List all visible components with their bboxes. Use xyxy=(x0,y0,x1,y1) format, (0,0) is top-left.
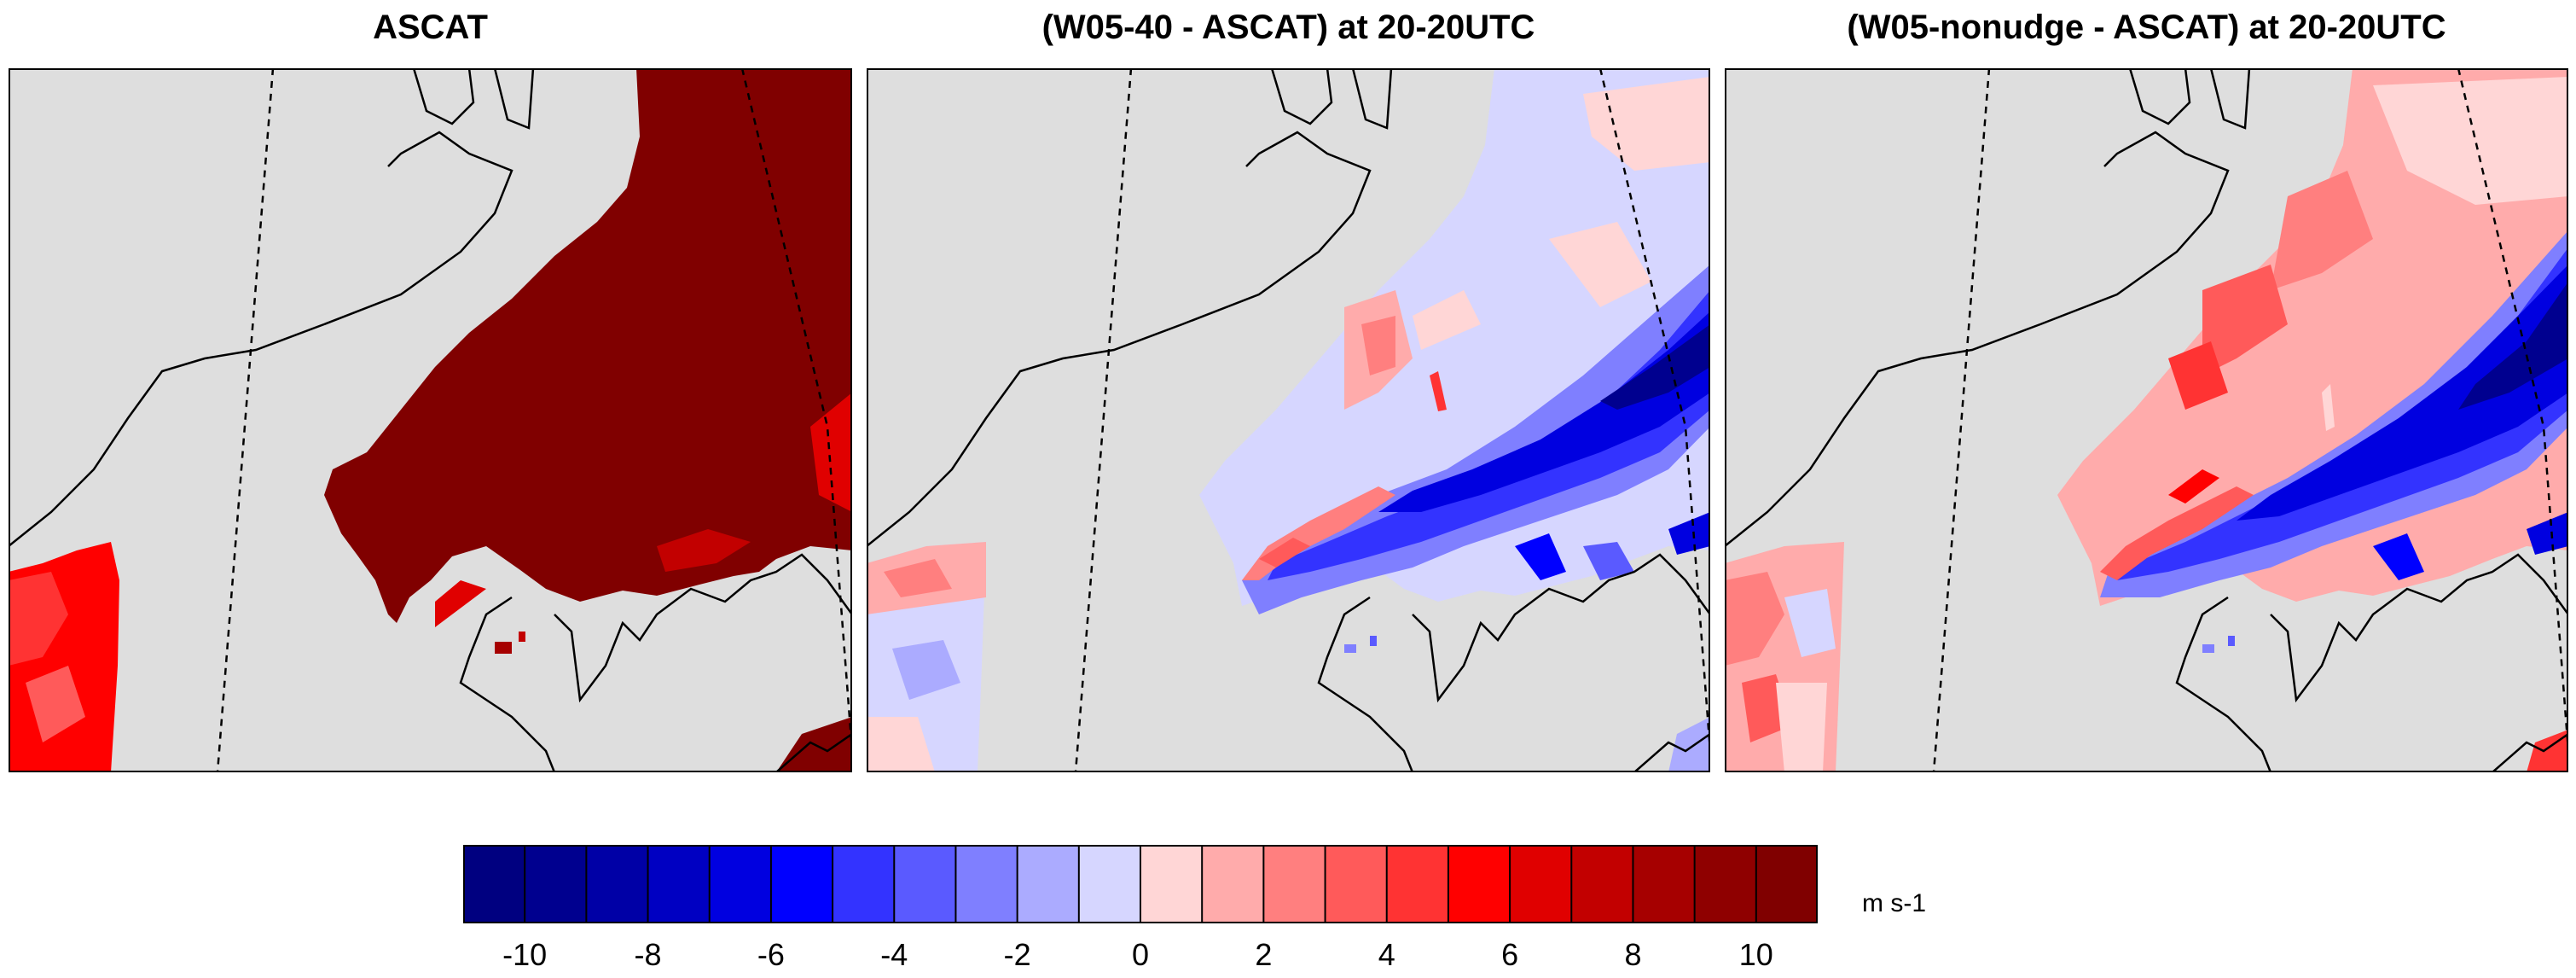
colorbar-segment xyxy=(1077,845,1142,923)
colorbar-tick-label: -10 xyxy=(502,937,548,972)
colorbar-segment xyxy=(1262,845,1327,923)
map-panel-ascat xyxy=(9,68,852,772)
colorbar-segment xyxy=(1570,845,1634,923)
colorbar-tick-label: 4 xyxy=(1378,937,1395,972)
colorbar-tick-label: 6 xyxy=(1501,937,1519,972)
colorbar-segment xyxy=(893,845,957,923)
colorbar-segment xyxy=(1324,845,1389,923)
wind-field-red-edge xyxy=(435,580,486,627)
colorbar-tick-label: 10 xyxy=(1738,937,1773,972)
colorbar-segment xyxy=(1509,845,1573,923)
colorbar-segment xyxy=(1140,845,1204,923)
colorbar-tick-label: 2 xyxy=(1255,937,1273,972)
colorbar-segment xyxy=(1632,845,1697,923)
colorbar-tick-label: -8 xyxy=(634,937,662,972)
colorbar-segment xyxy=(1755,845,1818,923)
wind-field-red-edge-3 xyxy=(810,393,852,512)
colorbar-tick-label: -2 xyxy=(1003,937,1031,972)
map-panel-w05-40 xyxy=(867,68,1710,772)
colorbar-tick-label: 8 xyxy=(1624,937,1642,972)
coastline-south xyxy=(459,596,556,772)
wind-diff-blue-band xyxy=(1242,265,1710,614)
colorbar-segment xyxy=(1385,845,1450,923)
coastline-fjord xyxy=(412,68,535,130)
colorbar-segment xyxy=(832,845,896,923)
panel-title-w05-40: (W05-40 - ASCAT) at 20-20UTC xyxy=(1041,9,1535,46)
colorbar xyxy=(463,845,1818,923)
colorbar-tick-label: -6 xyxy=(757,937,785,972)
colorbar-segment xyxy=(1201,845,1265,923)
colorbar-segment xyxy=(463,845,526,923)
panel-title-ascat: ASCAT xyxy=(373,9,488,46)
wind-field-dark-red xyxy=(324,68,852,623)
colorbar-segment xyxy=(524,845,588,923)
colorbar-segment xyxy=(647,845,711,923)
colorbar-segment xyxy=(1016,845,1081,923)
colorbar-segment xyxy=(708,845,773,923)
colorbar-segment xyxy=(1447,845,1511,923)
colorbar-unit-label: m s-1 xyxy=(1862,889,1926,917)
colorbar-segment xyxy=(954,845,1019,923)
colorbar-tick-label: 0 xyxy=(1131,937,1150,972)
wind-field-red-edge-2 xyxy=(657,529,751,572)
small-red-patch-2 xyxy=(519,632,525,642)
colorbar-segment xyxy=(585,845,650,923)
small-red-patch xyxy=(495,642,512,654)
panel-title-w05-nonudge: (W05-nonudge - ASCAT) at 20-20UTC xyxy=(1847,9,2446,46)
colorbar-tick-label: -4 xyxy=(880,937,908,972)
colorbar-segment xyxy=(1693,845,1758,923)
coastline-north xyxy=(9,131,513,547)
map-panel-w05-nonudge xyxy=(1725,68,2568,772)
colorbar-segment xyxy=(769,845,834,923)
